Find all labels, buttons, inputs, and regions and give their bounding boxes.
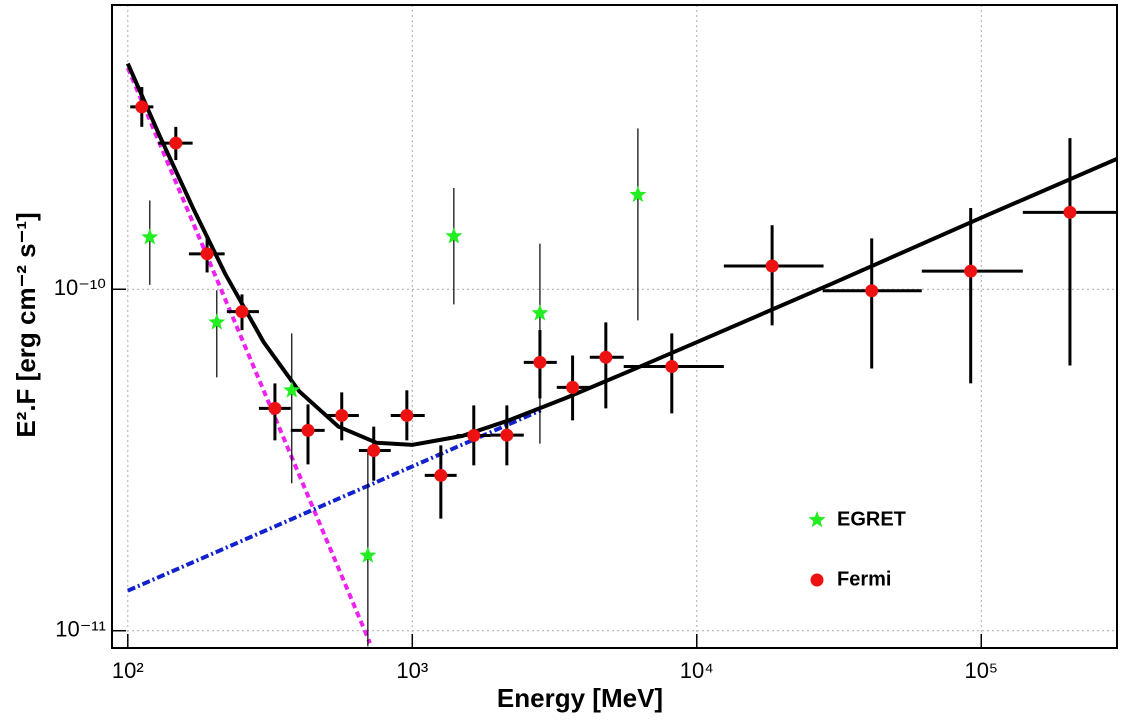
- plot-area: [125, 62, 1117, 647]
- x-tick-label: 10⁵: [964, 658, 998, 683]
- circle-marker: [400, 408, 414, 422]
- circle-marker: [599, 350, 613, 364]
- star-marker: [208, 313, 226, 330]
- circle-marker: [1063, 205, 1077, 219]
- circle-marker: [865, 284, 879, 298]
- plot-frame: [111, 4, 1118, 649]
- x-tick-label: 10³: [396, 658, 428, 683]
- star-marker: [359, 546, 377, 563]
- x-tick-label: 10⁴: [680, 658, 714, 683]
- star-marker: [141, 228, 159, 245]
- circle-marker: [335, 408, 349, 422]
- circle-marker: [665, 360, 679, 374]
- star-marker: [445, 227, 463, 244]
- circle-marker: [268, 401, 282, 415]
- fit-line: [125, 67, 372, 644]
- legend-label: EGRET: [837, 508, 906, 530]
- star-marker: [629, 185, 647, 203]
- fit-line: [125, 62, 1117, 447]
- circle-marker: [765, 259, 779, 273]
- circle-marker: [200, 247, 214, 261]
- y-axis-title: E².F [erg cm⁻² s⁻¹]: [11, 212, 41, 437]
- circle-marker: [169, 136, 183, 150]
- circle-marker: [135, 100, 149, 114]
- y-tick-label: 10⁻¹⁰: [54, 275, 106, 300]
- star-marker: [531, 304, 549, 321]
- star-marker: [283, 381, 301, 398]
- circle-marker: [500, 428, 514, 442]
- circle-marker: [964, 264, 978, 278]
- legend-marker: [810, 573, 824, 587]
- legend-label: Fermi: [837, 568, 891, 590]
- x-axis-title: Energy [MeV]: [497, 683, 663, 713]
- circle-marker: [367, 444, 381, 458]
- circle-marker: [434, 468, 448, 482]
- x-tick-label: 10²: [112, 658, 144, 683]
- circle-marker: [235, 305, 249, 319]
- circle-marker: [467, 429, 481, 443]
- y-tick-label: 10⁻¹¹: [55, 617, 106, 642]
- legend-marker: [808, 511, 826, 528]
- circle-marker: [533, 355, 547, 369]
- circle-marker: [301, 423, 315, 437]
- circle-marker: [566, 380, 580, 394]
